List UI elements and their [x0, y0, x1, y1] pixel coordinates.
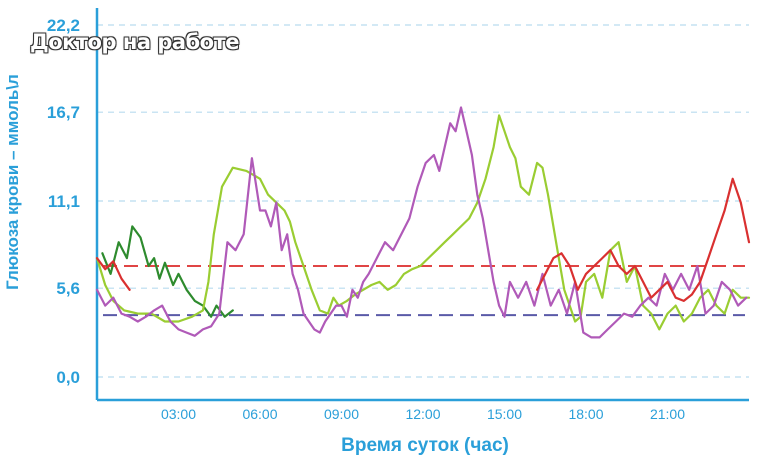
series-line — [101, 225, 234, 318]
y-tick-labels: 0,0 5,6 11,1 16,7 22,2 — [47, 16, 80, 387]
y-tick-label: 16,7 — [47, 103, 80, 122]
series-line — [535, 177, 751, 302]
x-tick-label: 09:00 — [324, 406, 359, 422]
x-tick-label: 12:00 — [405, 406, 440, 422]
y-axis-label: Глюкоза крови – ммоль\л — [3, 74, 22, 290]
y-tick-label: 0,0 — [56, 368, 80, 387]
gridlines — [97, 24, 749, 378]
series-lines — [95, 106, 751, 339]
x-tick-label: 03:00 — [161, 406, 196, 422]
y-tick-label: 11,1 — [48, 192, 80, 211]
y-tick-label: 22,2 — [47, 16, 80, 35]
x-tick-label: 21:00 — [650, 406, 685, 422]
series-line — [95, 257, 131, 291]
x-tick-label: 15:00 — [487, 406, 522, 422]
x-axis-label: Время суток (час) — [341, 435, 509, 456]
series-line — [95, 114, 751, 331]
x-tick-label: 06:00 — [242, 406, 277, 422]
x-tick-labels: 03:00 06:00 09:00 12:00 15:00 18:00 21:00 — [161, 406, 685, 422]
x-tick-label: 18:00 — [568, 406, 603, 422]
y-tick-label: 5,6 — [56, 279, 80, 298]
series-line — [95, 106, 748, 339]
watermark-text: Доктор на работе — [30, 30, 240, 54]
